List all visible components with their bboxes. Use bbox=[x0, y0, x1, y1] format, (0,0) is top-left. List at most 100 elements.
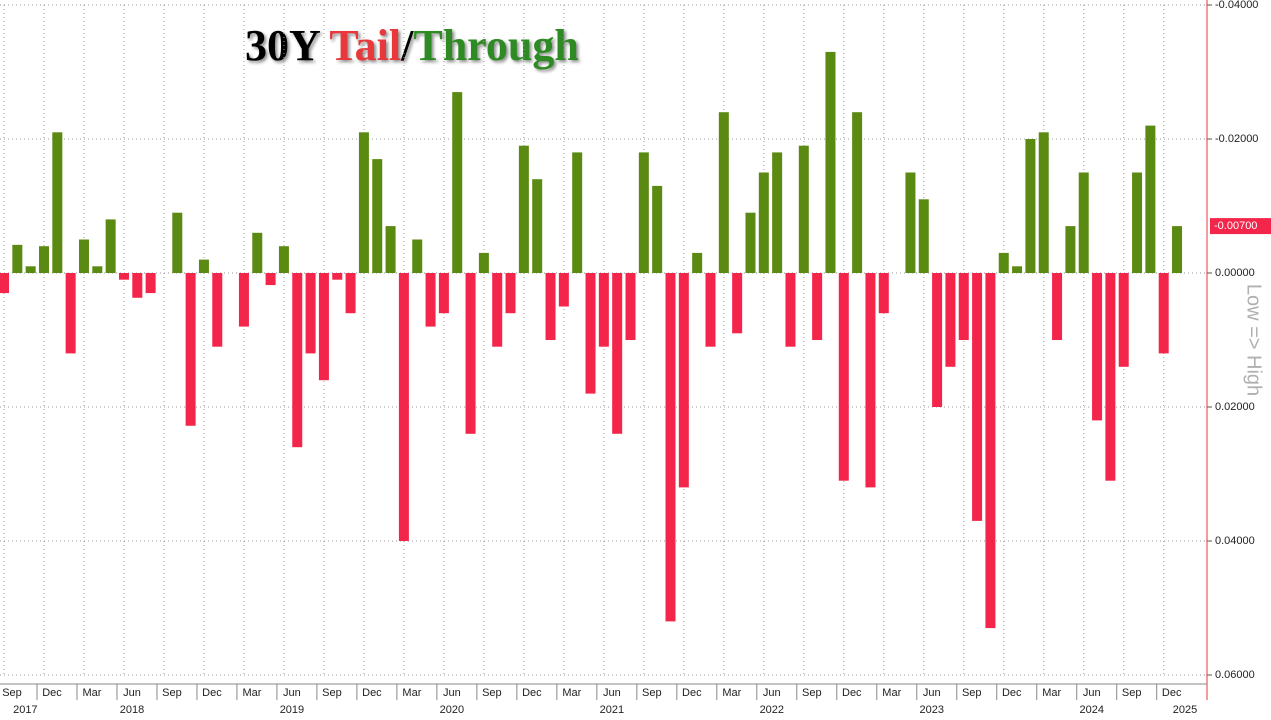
bar bbox=[92, 266, 103, 273]
bar bbox=[985, 273, 996, 629]
bar bbox=[745, 212, 756, 273]
bar bbox=[532, 179, 543, 273]
bar bbox=[945, 273, 956, 367]
bar bbox=[38, 246, 49, 273]
bar bbox=[545, 273, 556, 340]
x-tick-label: Dec bbox=[842, 687, 862, 699]
x-tick-label: Sep bbox=[322, 687, 342, 699]
bar bbox=[958, 273, 969, 340]
year-label: 2024 bbox=[1079, 704, 1103, 716]
year-label: 2017 bbox=[13, 704, 37, 716]
bar bbox=[558, 273, 569, 307]
year-label: 2019 bbox=[280, 704, 304, 716]
y-tick-label: 0.00000 bbox=[1215, 267, 1255, 279]
bar bbox=[65, 273, 76, 354]
bar bbox=[465, 273, 476, 434]
bar bbox=[705, 273, 716, 347]
bar bbox=[372, 159, 383, 273]
bar bbox=[798, 145, 809, 273]
x-tick-label: Jun bbox=[603, 687, 621, 699]
bar bbox=[238, 273, 249, 327]
bar bbox=[505, 273, 516, 314]
x-tick-label: Dec bbox=[1162, 687, 1182, 699]
bar bbox=[638, 152, 649, 273]
bar bbox=[425, 273, 436, 327]
bar bbox=[172, 212, 183, 273]
last-value-label: -0.00700 bbox=[1214, 220, 1257, 232]
x-tick-label: Mar bbox=[722, 687, 741, 699]
bar bbox=[612, 273, 623, 434]
x-tick-label: Dec bbox=[682, 687, 702, 699]
x-tick-label: Mar bbox=[1042, 687, 1061, 699]
bar bbox=[785, 273, 796, 347]
x-tick-label: Sep bbox=[162, 687, 182, 699]
bar bbox=[292, 273, 303, 448]
bar bbox=[812, 273, 823, 340]
bar bbox=[1172, 226, 1183, 273]
bar bbox=[1158, 273, 1169, 354]
bar bbox=[332, 273, 343, 280]
x-tick-label: Mar bbox=[402, 687, 421, 699]
x-tick-label: Mar bbox=[83, 687, 102, 699]
bar bbox=[318, 273, 329, 381]
x-tick-label: Dec bbox=[522, 687, 542, 699]
bar bbox=[825, 51, 836, 274]
bar bbox=[438, 273, 449, 314]
bar bbox=[585, 273, 596, 394]
bar bbox=[518, 145, 529, 273]
y-tick-label: 0.02000 bbox=[1215, 401, 1255, 413]
bar bbox=[932, 273, 943, 407]
year-label: 2018 bbox=[120, 704, 144, 716]
bar bbox=[972, 273, 983, 521]
bar bbox=[1092, 273, 1103, 421]
bar bbox=[1038, 132, 1049, 273]
title-part: / bbox=[400, 21, 414, 70]
bar bbox=[1078, 172, 1089, 273]
bar bbox=[732, 273, 743, 334]
bar bbox=[718, 112, 729, 273]
year-label: 2023 bbox=[920, 704, 944, 716]
bar bbox=[1012, 266, 1023, 273]
bar bbox=[278, 246, 289, 273]
chart-title: 30Y Tail/Through bbox=[245, 21, 579, 70]
x-tick-label: Sep bbox=[1122, 687, 1142, 699]
bar bbox=[692, 252, 703, 273]
bar bbox=[652, 185, 663, 273]
bar bbox=[265, 273, 276, 286]
bar bbox=[0, 273, 9, 294]
bar bbox=[118, 273, 129, 280]
bar bbox=[478, 252, 489, 273]
bar bbox=[12, 244, 23, 273]
bar bbox=[385, 226, 396, 273]
bar bbox=[838, 273, 849, 481]
bar bbox=[25, 266, 36, 273]
bar bbox=[598, 273, 609, 347]
bar bbox=[1132, 172, 1143, 273]
bar bbox=[78, 239, 89, 273]
bar bbox=[145, 273, 156, 294]
x-tick-label: Jun bbox=[1083, 687, 1101, 699]
x-tick-label: Jun bbox=[443, 687, 461, 699]
x-tick-label: Dec bbox=[362, 687, 382, 699]
x-tick-label: Sep bbox=[802, 687, 822, 699]
bar bbox=[358, 132, 369, 273]
bar bbox=[572, 152, 583, 273]
y-tick-label: 0.04000 bbox=[1215, 535, 1255, 547]
x-tick-label: Jun bbox=[283, 687, 301, 699]
x-tick-label: Jun bbox=[923, 687, 941, 699]
year-label: 2021 bbox=[600, 704, 624, 716]
last-value-tag bbox=[1210, 218, 1271, 235]
x-tick-label: Jun bbox=[123, 687, 141, 699]
year-label: 2025 bbox=[1173, 704, 1197, 716]
bar bbox=[1118, 273, 1129, 367]
bar bbox=[132, 273, 143, 298]
bar bbox=[398, 273, 409, 541]
title-part: Tail bbox=[329, 21, 401, 70]
x-tick-label: Sep bbox=[2, 687, 22, 699]
bar bbox=[252, 232, 263, 273]
bar bbox=[1065, 226, 1076, 273]
bar bbox=[492, 273, 503, 347]
x-tick-label: Sep bbox=[482, 687, 502, 699]
y-tick-label: 0.06000 bbox=[1215, 669, 1255, 681]
bar bbox=[625, 273, 636, 340]
